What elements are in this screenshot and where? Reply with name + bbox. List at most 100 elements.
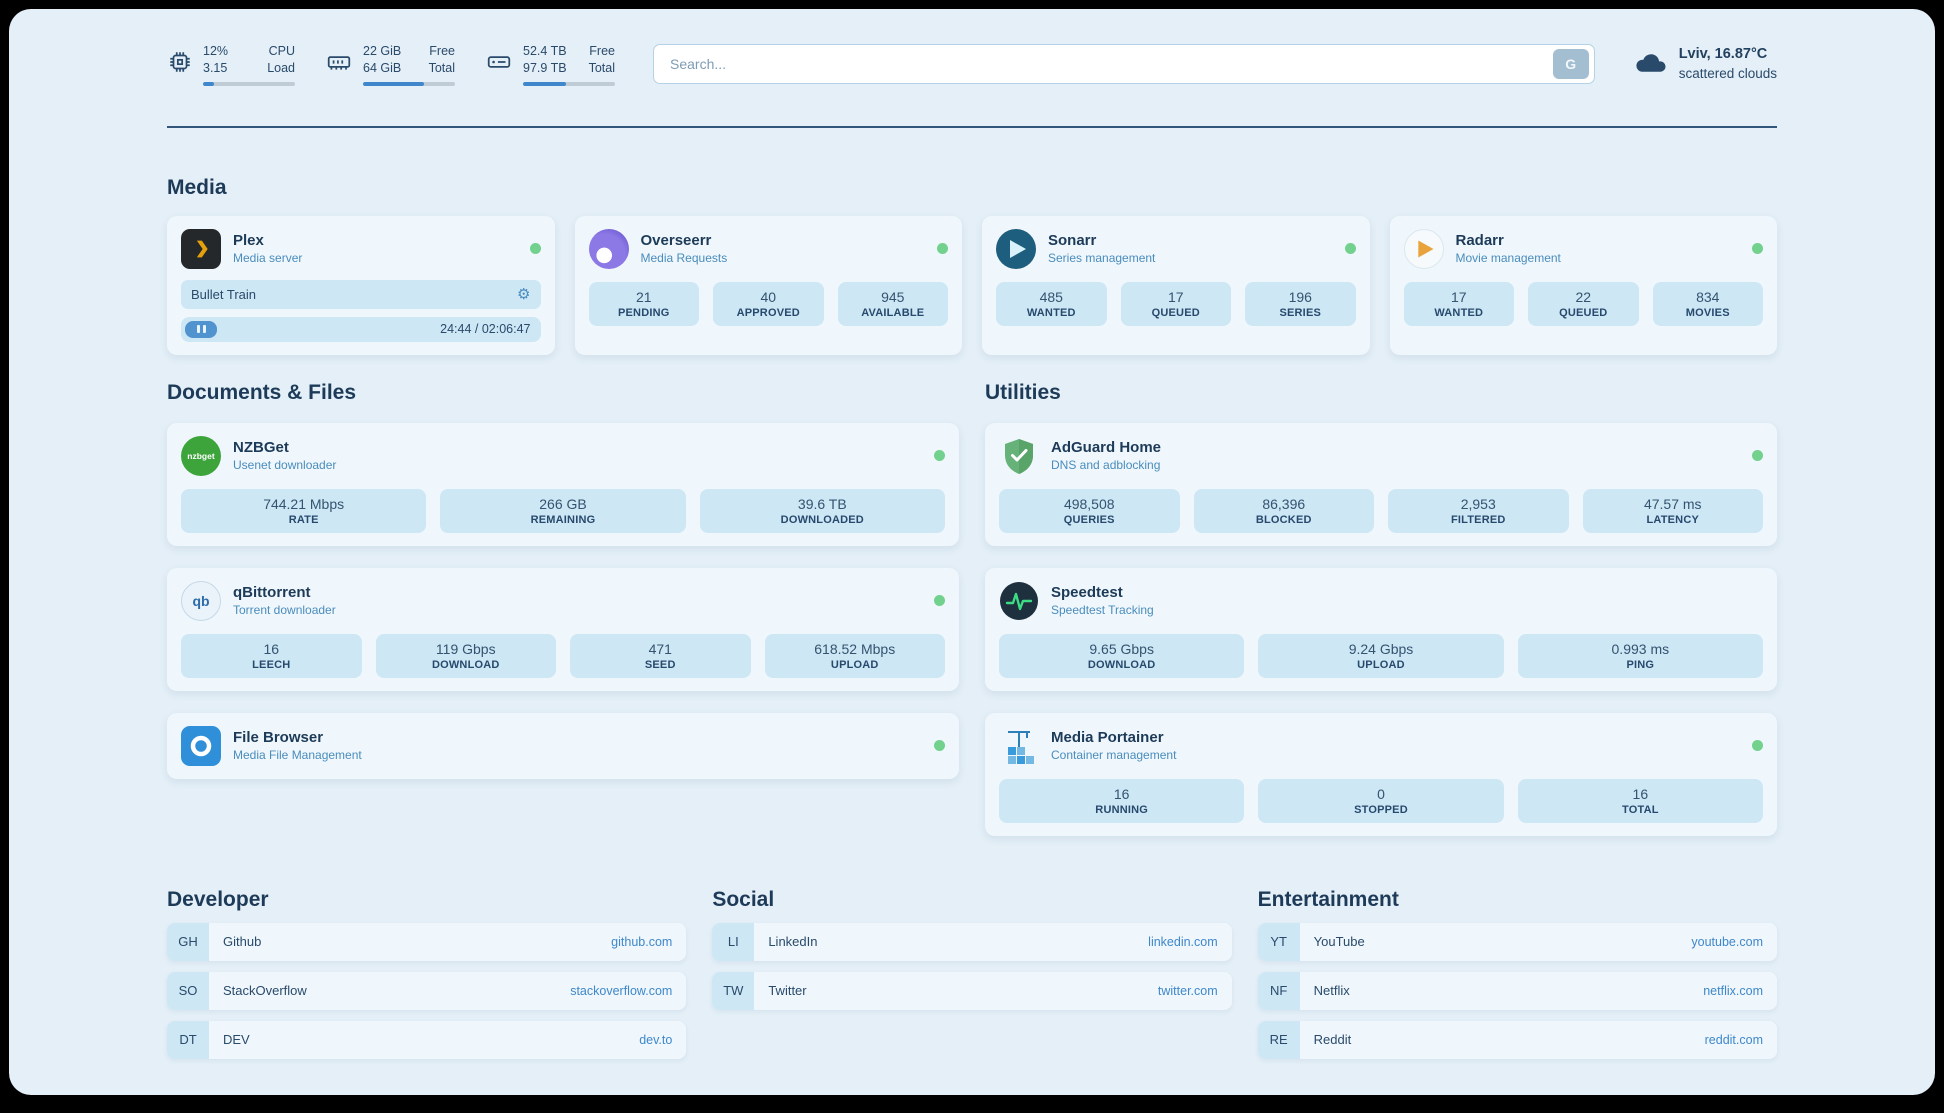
disk-widget: 52.4 TB 97.9 TB Free Total: [485, 43, 615, 86]
cpu-widget: 12% 3.15 CPU Load: [167, 43, 295, 86]
app-subtitle: Media server: [233, 251, 303, 266]
ram-total-value: 64 GiB: [363, 60, 402, 75]
bookmark-netflix[interactable]: NF Netflix netflix.com: [1257, 971, 1777, 1010]
cpu-icon: [167, 49, 193, 80]
app-card-sonarr[interactable]: Sonarr Series management 485 WANTED 17 Q…: [982, 215, 1370, 355]
app-subtitle: Media Requests: [640, 251, 728, 266]
status-dot: [1752, 450, 1763, 462]
status-dot: [937, 243, 948, 255]
app-subtitle: Torrent downloader: [233, 603, 336, 618]
bookmark-abbr: NF: [1257, 971, 1300, 1010]
bookmark-linkedin[interactable]: LI LinkedIn linkedin.com: [712, 922, 1232, 961]
app-title: File Browser: [233, 729, 324, 747]
app-card-portainer[interactable]: Media Portainer Container management 16 …: [985, 712, 1777, 836]
app-title: Sonarr: [1048, 232, 1097, 250]
pause-button[interactable]: [185, 320, 217, 338]
ram-total-label: Total: [428, 60, 455, 75]
playback-time: 24:44 / 02:06:47: [440, 322, 531, 337]
bookmark-abbr: TW: [712, 971, 755, 1010]
stat-running: 16 RUNNING: [999, 778, 1245, 823]
now-playing-title: Bullet Train: [191, 286, 257, 302]
bookmark-abbr: DT: [167, 1020, 209, 1059]
cpu-progress-bar: [203, 81, 295, 86]
stat-pending: 21 PENDING: [588, 281, 699, 326]
stat-queued: 17 QUEUED: [1120, 281, 1231, 326]
app-title: Overseerr: [640, 232, 712, 250]
app-card-plex[interactable]: Plex Media server Bullet Train ⚙ 24:44 /…: [167, 215, 555, 355]
search-bar: G: [653, 44, 1595, 85]
gear-icon[interactable]: ⚙: [517, 286, 531, 304]
search-input[interactable]: [654, 56, 1553, 73]
developer-column: Developer GH Github github.com SO StackO…: [167, 888, 687, 1059]
status-dot: [1752, 740, 1763, 752]
stat-download: 119 Gbps DOWNLOAD: [375, 633, 556, 678]
section-title-entertainment: Entertainment: [1257, 887, 1399, 911]
now-playing-row: Bullet Train ⚙: [181, 279, 541, 309]
cpu-load-value: 3.15: [203, 60, 228, 75]
disk-free-value: 52.4 TB: [523, 44, 567, 58]
bookmark-name: Netflix: [1313, 983, 1350, 999]
bookmark-youtube[interactable]: YT YouTube youtube.com: [1257, 922, 1777, 961]
google-search-button[interactable]: G: [1552, 49, 1589, 80]
filebrowser-icon: [181, 725, 221, 766]
app-title: Media Portainer: [1051, 729, 1164, 747]
app-title: AdGuard Home: [1051, 439, 1162, 457]
weather-location: Lviv, 16.87°C: [1678, 46, 1768, 63]
stat-latency: 47.57 ms LATENCY: [1582, 488, 1763, 533]
playback-progress-bar[interactable]: 24:44 / 02:06:47: [181, 316, 541, 342]
bookmark-name: LinkedIn: [768, 934, 818, 950]
app-card-overseerr[interactable]: Overseerr Media Requests 21 PENDING 40 A…: [574, 215, 962, 355]
status-dot: [934, 595, 945, 607]
stat-queued: 22 QUEUED: [1528, 281, 1639, 326]
stat-available: 945 AVAILABLE: [837, 281, 948, 326]
dashboard-page: 12% 3.15 CPU Load: [9, 9, 1935, 1095]
app-card-adguard[interactable]: AdGuard Home DNS and adblocking 498,508 …: [985, 422, 1777, 546]
stat-filtered: 2,953 FILTERED: [1388, 488, 1569, 533]
adguard-icon: [999, 436, 1039, 476]
radarr-icon: [1403, 228, 1444, 269]
bookmark-twitter[interactable]: TW Twitter twitter.com: [712, 971, 1232, 1010]
app-subtitle: DNS and adblocking: [1051, 458, 1161, 473]
stat-wanted: 485 WANTED: [996, 281, 1107, 326]
section-title-utilities: Utilities: [985, 380, 1061, 404]
app-title: Speedtest: [1051, 584, 1123, 602]
bookmark-url: github.com: [611, 934, 673, 949]
media-grid: Plex Media server Bullet Train ⚙ 24:44 /…: [167, 215, 1777, 355]
app-card-nzbget[interactable]: nzbget NZBGet Usenet downloader 744.21 M…: [167, 422, 959, 546]
bookmark-github[interactable]: GH Github github.com: [167, 922, 687, 961]
weather-condition: scattered clouds: [1678, 66, 1777, 82]
bookmark-abbr: RE: [1257, 1020, 1300, 1059]
section-title-social: Social: [712, 887, 775, 911]
bookmark-abbr: YT: [1257, 922, 1300, 961]
app-card-radarr[interactable]: Radarr Movie management 17 WANTED 22 QUE…: [1389, 215, 1777, 355]
app-card-speedtest[interactable]: Speedtest Speedtest Tracking 9.65 Gbps D…: [985, 567, 1777, 691]
weather-widget: Lviv, 16.87°C scattered clouds: [1633, 45, 1777, 83]
app-title: Radarr: [1455, 232, 1504, 250]
stat-movies: 834 MOVIES: [1652, 281, 1763, 326]
section-title-documents: Documents & Files: [167, 380, 357, 404]
stat-rate: 744.21 Mbps RATE: [181, 488, 427, 533]
bookmark-url: netflix.com: [1703, 983, 1763, 998]
cpu-load-label: Load: [267, 60, 295, 75]
stat-wanted: 17 WANTED: [1403, 281, 1514, 326]
stat-upload: 9.24 Gbps UPLOAD: [1258, 633, 1504, 678]
disk-total-label: Total: [588, 60, 615, 75]
app-card-qbittorrent[interactable]: qb qBittorrent Torrent downloader 16 LEE…: [167, 567, 959, 691]
stat-approved: 40 APPROVED: [713, 281, 824, 326]
cpu-label: CPU: [268, 44, 295, 58]
bookmark-reddit[interactable]: RE Reddit reddit.com: [1257, 1020, 1777, 1059]
status-dot: [934, 450, 945, 462]
utilities-column: Utilities: [985, 381, 1777, 836]
app-subtitle: Container management: [1051, 748, 1177, 763]
stat-series: 196 SERIES: [1245, 281, 1356, 326]
section-title-media: Media: [167, 175, 227, 199]
ram-progress-bar: [363, 81, 455, 86]
bookmark-dev[interactable]: DT DEV dev.to: [167, 1020, 687, 1059]
stat-stopped: 0 STOPPED: [1258, 778, 1504, 823]
app-card-filebrowser[interactable]: File Browser Media File Management: [167, 712, 959, 779]
bookmark-stackoverflow[interactable]: SO StackOverflow stackoverflow.com: [167, 971, 687, 1010]
bookmark-name: Twitter: [768, 983, 807, 999]
bookmark-url: twitter.com: [1157, 983, 1218, 998]
bookmark-url: linkedin.com: [1148, 934, 1218, 949]
app-title: NZBGet: [233, 439, 289, 457]
